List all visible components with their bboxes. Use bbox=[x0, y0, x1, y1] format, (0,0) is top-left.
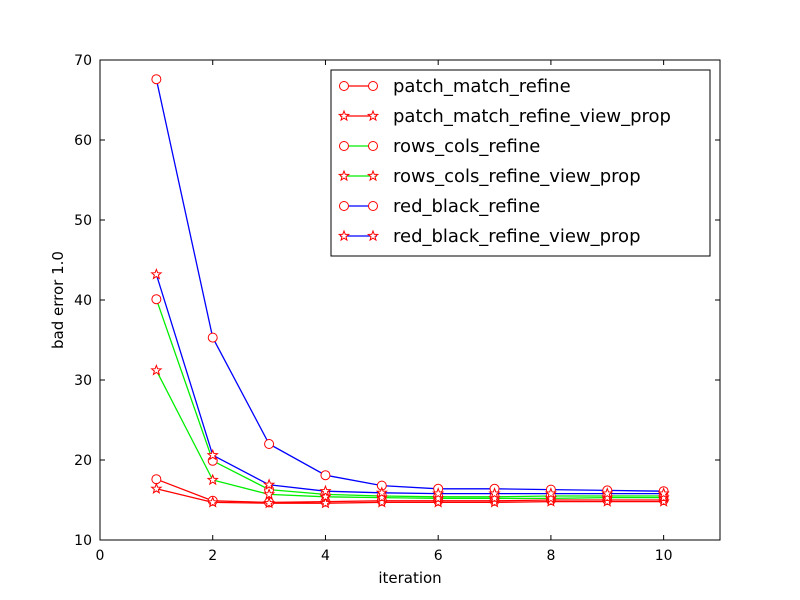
legend-marker bbox=[368, 201, 378, 211]
y-tick-label: 30 bbox=[74, 373, 92, 389]
legend-entry: patch_match_refine_view_prop bbox=[337, 106, 671, 127]
series-line-red_black_refine_view_prop bbox=[155, 274, 664, 495]
legend: patch_match_refine patch_match_refine_vie… bbox=[330, 69, 711, 257]
legend-entry: rows_cols_refine_view_prop bbox=[337, 166, 641, 187]
legend-marker bbox=[368, 141, 378, 151]
y-tick-label: 50 bbox=[74, 213, 92, 229]
legend-marker bbox=[366, 169, 380, 182]
legend-marker bbox=[337, 109, 351, 122]
x-tick-label: 6 bbox=[434, 548, 443, 564]
data-point-patch_match_refine_view_prop bbox=[488, 495, 501, 508]
legend-entry: red_black_refine_view_prop bbox=[337, 226, 641, 247]
data-point-rows_cols_refine_view_prop bbox=[375, 491, 388, 503]
legend-marker bbox=[366, 229, 380, 242]
y-axis-ticks: 10 20 30 40 50 60 70 bbox=[74, 53, 720, 549]
data-point-patch_match_refine_view_prop bbox=[206, 495, 219, 508]
data-point-red_black_refine_view_prop bbox=[544, 487, 558, 499]
y-tick-label: 10 bbox=[74, 533, 92, 549]
legend-label: red_black_refine bbox=[393, 196, 540, 217]
data-point-red_black_refine_view_prop bbox=[432, 487, 445, 499]
legend-box bbox=[330, 69, 711, 257]
legend-label: patch_match_refine_view_prop bbox=[393, 106, 671, 127]
data-point-patch_match_refine_view_prop bbox=[657, 495, 670, 507]
data-point-patch_match_refine_view_prop bbox=[150, 482, 163, 495]
legend-marker bbox=[337, 169, 351, 182]
legend-entry: red_black_refine bbox=[339, 196, 540, 217]
data-point-red_black_refine_view_prop bbox=[375, 486, 388, 499]
legend-label: rows_cols_refine_view_prop bbox=[393, 166, 641, 187]
data-point-rows_cols_refine bbox=[151, 294, 162, 305]
data-point-patch_match_refine_view_prop bbox=[432, 495, 445, 508]
legend-entry: patch_match_refine bbox=[339, 76, 571, 97]
y-tick-label: 40 bbox=[74, 293, 92, 309]
legend-marker bbox=[337, 229, 351, 242]
data-point-rows_cols_refine_view_prop bbox=[319, 490, 332, 503]
legend-entry: rows_cols_refine bbox=[339, 136, 540, 157]
data-point-red_black_refine bbox=[264, 439, 275, 449]
data-point-patch_match_refine_view_prop bbox=[375, 495, 388, 508]
legend-marker bbox=[339, 81, 349, 91]
data-point-red_black_refine_view_prop bbox=[319, 484, 332, 497]
data-point-rows_cols_refine_view_prop bbox=[488, 491, 501, 504]
data-point-red_black_refine_view_prop bbox=[601, 487, 614, 499]
data-point-patch_match_refine bbox=[151, 474, 162, 485]
data-point-patch_match_refine_view_prop bbox=[601, 495, 614, 507]
data-point-red_black_refine bbox=[320, 470, 331, 481]
legend-marker bbox=[339, 141, 349, 151]
data-point-rows_cols_refine_view_prop bbox=[544, 491, 558, 504]
data-point-rows_cols_refine_view_prop bbox=[601, 491, 614, 503]
x-tick-label: 10 bbox=[655, 548, 673, 564]
legend-label: rows_cols_refine bbox=[393, 136, 540, 157]
series-line-rows_cols_refine bbox=[155, 298, 664, 498]
data-point-red_black_refine_view_prop bbox=[262, 478, 276, 491]
x-tick-label: 4 bbox=[321, 548, 330, 564]
x-tick-label: 2 bbox=[208, 548, 217, 564]
legend-label: red_black_refine_view_prop bbox=[393, 226, 641, 247]
data-point-red_black_refine bbox=[207, 332, 218, 343]
data-point-red_black_refine bbox=[151, 74, 162, 85]
legend-marker bbox=[366, 109, 380, 122]
data-point-red_black_refine_view_prop bbox=[206, 448, 219, 461]
data-point-red_black_refine_view_prop bbox=[488, 487, 501, 499]
x-axis-label: iteration bbox=[378, 569, 441, 587]
legend-marker bbox=[339, 201, 349, 211]
x-tick-label: 8 bbox=[546, 548, 555, 564]
x-axis-ticks: 0 2 4 6 8 10 bbox=[96, 60, 673, 564]
legend-marker bbox=[368, 81, 378, 91]
series-line-red_black_refine bbox=[155, 79, 664, 492]
data-point-rows_cols_refine_view_prop bbox=[657, 491, 670, 503]
plot-markers bbox=[150, 74, 670, 509]
y-tick-label: 60 bbox=[74, 133, 92, 149]
data-point-red_black_refine_view_prop bbox=[150, 267, 163, 280]
y-tick-label: 70 bbox=[74, 53, 92, 69]
data-point-patch_match_refine_view_prop bbox=[262, 496, 276, 509]
data-point-rows_cols_refine_view_prop bbox=[262, 487, 276, 500]
data-point-rows_cols_refine_view_prop bbox=[432, 491, 445, 504]
series-line-rows_cols_refine_view_prop bbox=[155, 370, 664, 500]
data-point-red_black_refine_view_prop bbox=[657, 487, 670, 499]
y-tick-label: 20 bbox=[74, 453, 92, 469]
data-point-rows_cols_refine_view_prop bbox=[150, 363, 163, 376]
series-line-patch_match_refine bbox=[156, 478, 664, 504]
x-tick-label: 0 bbox=[96, 548, 105, 564]
data-point-patch_match_refine_view_prop bbox=[544, 495, 558, 507]
data-point-rows_cols_refine_view_prop bbox=[206, 473, 219, 486]
series-line-patch_match_refine_view_prop bbox=[156, 488, 664, 504]
plot-lines bbox=[155, 79, 664, 504]
y-axis-label: bad error 1.0 bbox=[49, 251, 67, 349]
legend-label: patch_match_refine bbox=[393, 76, 571, 97]
